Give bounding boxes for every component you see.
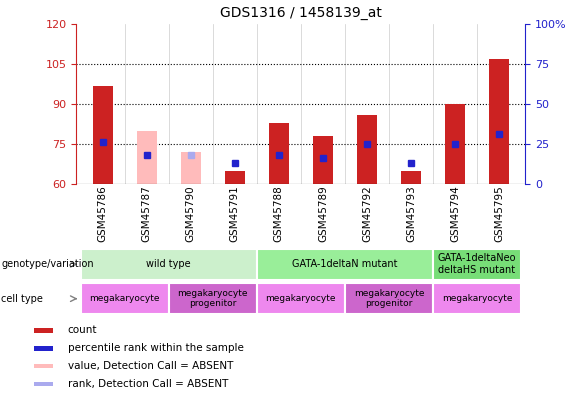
Text: GSM45793: GSM45793 [406,185,416,242]
Text: GSM45789: GSM45789 [318,185,328,242]
Bar [433,249,521,280]
Text: cell type: cell type [1,294,43,304]
Bar [257,249,433,280]
Bar [357,115,377,184]
Bar [313,136,333,184]
Text: GSM45786: GSM45786 [98,185,108,242]
Text: value, Detection Call = ABSENT: value, Detection Call = ABSENT [68,361,233,371]
Bar [181,152,201,184]
Text: GSM45794: GSM45794 [450,185,460,242]
Title: GDS1316 / 1458139_at: GDS1316 / 1458139_at [220,6,382,21]
Text: megakaryocyte: megakaryocyte [442,294,512,303]
Bar [433,283,521,314]
Bar [34,328,53,333]
Text: GSM45792: GSM45792 [362,185,372,242]
Text: megakaryocyte
progenitor: megakaryocyte progenitor [177,289,248,308]
Text: wild type: wild type [146,259,191,269]
Bar [81,283,169,314]
Text: GSM45787: GSM45787 [142,185,152,242]
Bar [489,59,509,184]
Bar [345,283,433,314]
Bar [93,85,112,184]
Text: GSM45791: GSM45791 [230,185,240,242]
Bar [225,171,245,184]
Text: GATA-1deltaNeo
deltaHS mutant: GATA-1deltaNeo deltaHS mutant [438,254,516,275]
Text: rank, Detection Call = ABSENT: rank, Detection Call = ABSENT [68,379,228,389]
Bar [34,364,53,369]
Text: percentile rank within the sample: percentile rank within the sample [68,343,244,353]
Bar [34,382,53,386]
Text: megakaryocyte: megakaryocyte [266,294,336,303]
Bar [257,283,345,314]
Text: GSM45790: GSM45790 [186,185,195,242]
Text: genotype/variation: genotype/variation [1,259,94,269]
Text: GATA-1deltaN mutant: GATA-1deltaN mutant [292,259,398,269]
Text: megakaryocyte: megakaryocyte [89,294,160,303]
Bar [137,131,157,184]
Bar [169,283,257,314]
Text: count: count [68,326,97,335]
Bar [401,171,421,184]
Text: GSM45795: GSM45795 [494,185,504,242]
Bar [269,123,289,184]
Bar [34,346,53,350]
Bar [81,249,257,280]
Text: GSM45788: GSM45788 [274,185,284,242]
Bar [445,104,465,184]
Text: megakaryocyte
progenitor: megakaryocyte progenitor [354,289,424,308]
